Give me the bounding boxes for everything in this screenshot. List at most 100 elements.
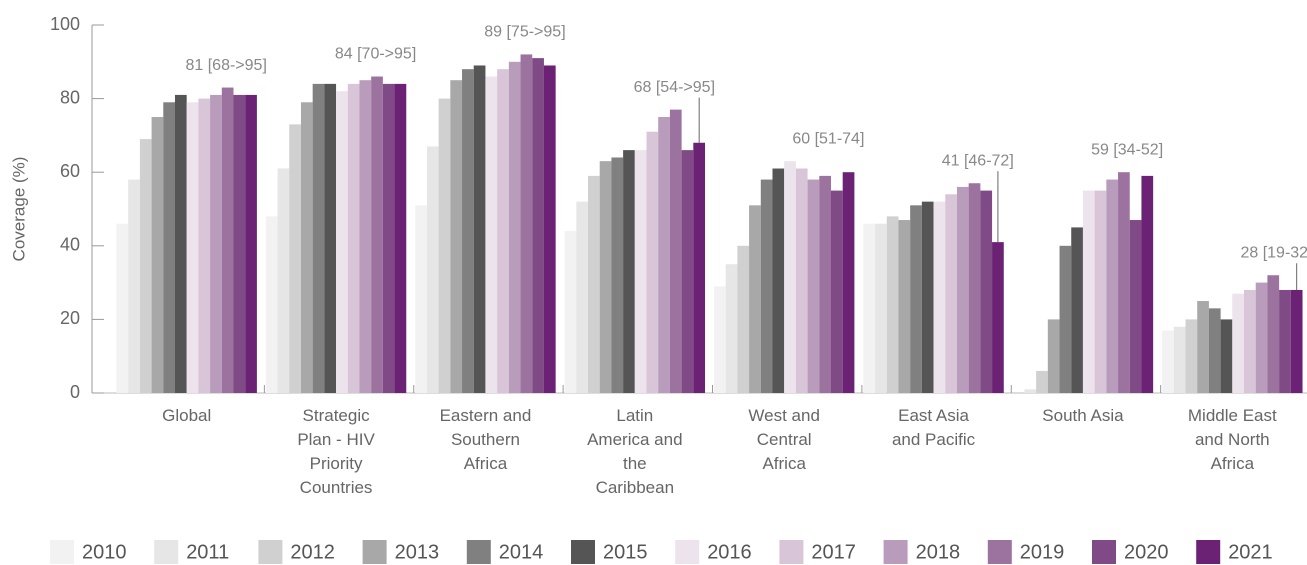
bar — [1082, 190, 1095, 393]
bar — [394, 83, 407, 393]
annotation: 28 [19-32] — [1240, 244, 1307, 261]
legend-swatch — [1092, 540, 1116, 564]
bar — [1141, 175, 1154, 393]
bar — [198, 98, 211, 393]
legend-label: 2017 — [811, 541, 856, 563]
bar — [681, 150, 694, 393]
bar — [265, 216, 278, 393]
bar — [1173, 326, 1186, 393]
x-tick-label: Middle East and North Africa — [1187, 406, 1277, 473]
bar — [532, 58, 544, 394]
bar — [312, 83, 325, 393]
legend-label: 2020 — [1124, 541, 1169, 563]
legend-swatch — [571, 540, 595, 564]
bar — [1162, 330, 1174, 393]
bar — [233, 94, 246, 394]
bar — [772, 168, 785, 393]
legend-swatch — [154, 540, 179, 564]
bar — [875, 223, 887, 393]
legend-label: 2015 — [603, 541, 648, 563]
bar — [359, 80, 372, 393]
x-tick-label: West and Central Africa — [748, 406, 820, 473]
bar — [1208, 308, 1221, 393]
annotation: 68 [54->95] — [634, 79, 715, 96]
legend-label: 2019 — [1020, 541, 1065, 563]
bar — [485, 76, 498, 394]
legend-label: 2012 — [290, 541, 335, 563]
bar — [382, 83, 395, 393]
legend-swatch — [987, 540, 1012, 564]
bar — [956, 186, 969, 393]
bar — [543, 65, 556, 393]
legend-label: 2011 — [186, 541, 229, 563]
bar — [1106, 179, 1119, 393]
bar — [151, 117, 164, 393]
bar — [1279, 289, 1291, 393]
bar — [128, 179, 140, 393]
bar — [933, 201, 946, 393]
legend-label: 2010 — [82, 541, 127, 563]
bar — [760, 179, 773, 393]
bar — [116, 223, 129, 393]
bar — [725, 264, 738, 393]
legend-swatch — [50, 540, 74, 564]
bar — [1071, 227, 1083, 393]
bar — [415, 205, 427, 393]
y-tick-label: 0 — [70, 382, 80, 402]
annotation: 60 [51-74] — [792, 130, 864, 147]
bar — [807, 179, 820, 393]
bar — [426, 146, 439, 393]
legend-label: 2021 — [1228, 541, 1273, 563]
legend-label: 2018 — [916, 541, 961, 563]
y-tick-label: 40 — [60, 235, 80, 255]
bar — [473, 65, 486, 393]
bar — [1290, 289, 1303, 393]
bar — [737, 245, 750, 393]
bar — [646, 131, 659, 393]
bar — [842, 172, 855, 393]
annotation: 81 [68->95] — [185, 57, 266, 74]
bar — [497, 69, 509, 393]
bar — [1129, 220, 1142, 393]
bar — [863, 223, 876, 393]
bar — [508, 61, 521, 394]
bar — [599, 161, 612, 393]
bar — [921, 201, 934, 393]
bar — [1118, 172, 1130, 393]
bar — [1255, 282, 1268, 393]
bar — [898, 220, 911, 393]
bar — [336, 91, 348, 394]
bar — [300, 102, 313, 393]
bar — [693, 142, 706, 393]
legend-swatch — [883, 540, 908, 564]
bar — [992, 242, 1004, 393]
annotation: 84 [70->95] — [335, 46, 416, 63]
y-axis-label: Coverage (%) — [9, 157, 28, 262]
bar — [289, 124, 301, 394]
legend-swatch — [675, 540, 700, 564]
bar — [1094, 190, 1107, 393]
bar — [1024, 389, 1037, 393]
legend-label: 2013 — [395, 541, 440, 563]
bar — [1197, 301, 1209, 393]
annotation: 59 [34-52] — [1091, 141, 1163, 158]
bar — [611, 157, 624, 393]
bar — [462, 69, 474, 393]
bar — [968, 183, 981, 393]
legend-swatch — [1196, 540, 1221, 564]
x-tick-label: Global — [162, 406, 212, 425]
bar — [163, 102, 175, 393]
x-tick-label: Eastern and Southern Africa — [439, 406, 532, 473]
bar — [910, 205, 922, 393]
bar — [347, 83, 360, 393]
bar — [186, 102, 199, 393]
bar — [784, 161, 796, 393]
legend-swatch — [258, 540, 283, 564]
bar — [713, 286, 726, 393]
annotation: 41 [46-72] — [942, 152, 1014, 169]
y-tick-label: 100 — [50, 14, 80, 34]
bar — [450, 80, 463, 393]
y-tick-label: 20 — [60, 308, 80, 328]
